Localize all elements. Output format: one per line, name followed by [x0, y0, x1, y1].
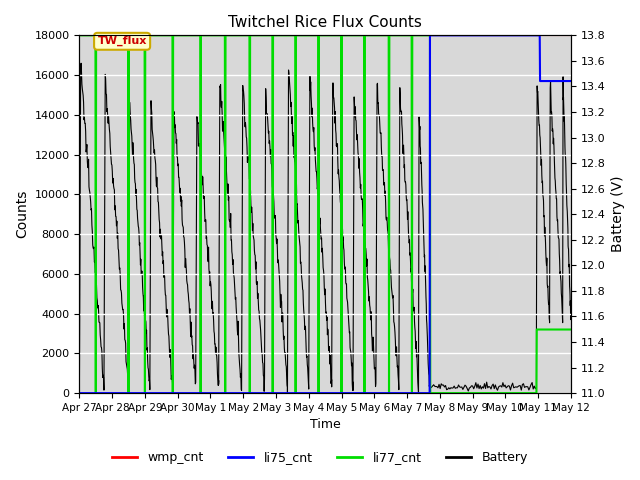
X-axis label: Time: Time [310, 419, 340, 432]
Bar [79, 36, 571, 393]
Y-axis label: Battery (V): Battery (V) [611, 176, 625, 252]
Title: Twitchel Rice Flux Counts: Twitchel Rice Flux Counts [228, 15, 422, 30]
Legend: wmp_cnt, li75_cnt, li77_cnt, Battery: wmp_cnt, li75_cnt, li77_cnt, Battery [107, 446, 533, 469]
Y-axis label: Counts: Counts [15, 190, 29, 239]
Text: TW_flux: TW_flux [97, 36, 147, 47]
